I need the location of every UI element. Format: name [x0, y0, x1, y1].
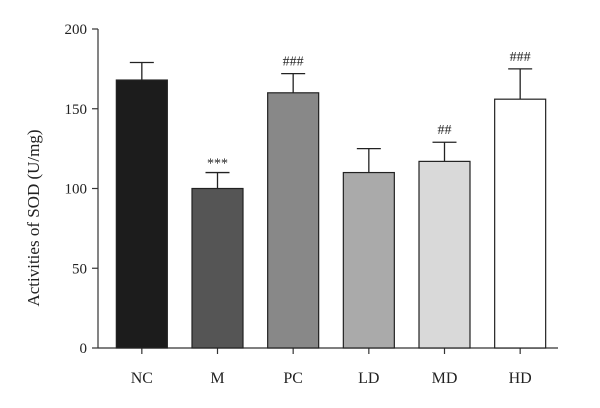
x-tick-label-ld: LD: [358, 370, 379, 387]
y-axis-title: Activities of SOD (U/mg): [24, 129, 43, 306]
y-tick-label: 200: [65, 22, 88, 38]
x-tick-label-nc: NC: [131, 370, 153, 387]
x-tick-label-pc: PC: [283, 370, 303, 387]
y-tick-label: 150: [65, 102, 88, 118]
x-tick-label-m: M: [210, 370, 224, 387]
bar-nc: [115, 79, 168, 349]
significance-label-hd: ###: [510, 50, 531, 65]
y-tick-label: 0: [80, 341, 88, 357]
significance-label-m: ***: [207, 157, 228, 172]
labels: 0 50 100 150 200 NC M *** PC ### LD MD ## HD ###: [65, 22, 532, 387]
bars: [115, 61, 547, 349]
x-tick-label-hd: HD: [509, 370, 532, 387]
y-tick-label: 100: [65, 182, 88, 198]
x-tick-label-md: MD: [432, 370, 458, 387]
y-tick-label: 50: [72, 261, 87, 277]
significance-label-md: ##: [438, 123, 452, 138]
axes: [92, 28, 558, 354]
bar-md: [418, 160, 471, 349]
significance-label-pc: ###: [283, 55, 304, 70]
bar-m: [191, 187, 244, 349]
bar-ld: [342, 171, 395, 349]
bar-hd: [494, 98, 547, 349]
bar-pc: [267, 92, 320, 349]
